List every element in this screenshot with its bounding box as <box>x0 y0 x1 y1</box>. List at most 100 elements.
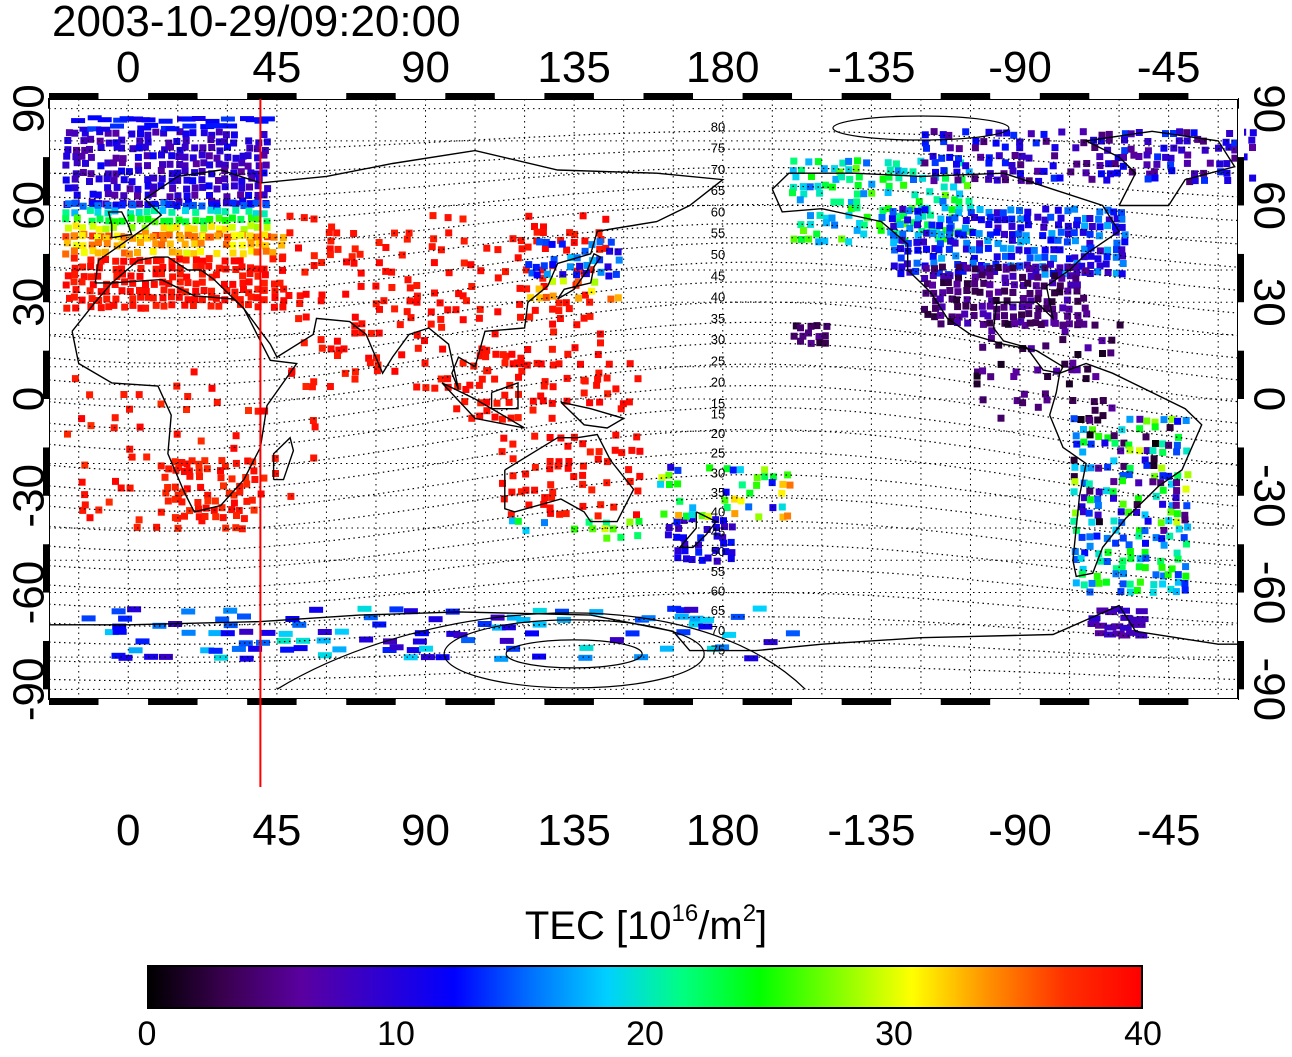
tec-cell <box>111 414 119 422</box>
tec-cell <box>351 313 359 321</box>
coastline <box>49 604 1238 652</box>
tec-cell <box>1151 473 1158 481</box>
tec-cell <box>986 302 994 310</box>
tec-cell <box>1119 500 1127 508</box>
contour-label: 65 <box>711 183 725 198</box>
tec-cell <box>965 168 973 176</box>
tec-cell <box>194 499 202 506</box>
tec-cell <box>483 398 491 406</box>
tec-cell <box>80 137 88 145</box>
tec-cell <box>118 167 126 175</box>
tec-cell <box>1135 153 1143 160</box>
tec-cell <box>71 271 79 278</box>
tec-cell <box>208 143 216 151</box>
tec-cell <box>1157 479 1165 487</box>
tec-cell <box>596 256 604 264</box>
tec-cell <box>507 414 515 422</box>
tec-cell <box>228 475 236 483</box>
tec-cell <box>191 184 199 192</box>
south-pole-contour <box>276 612 806 690</box>
tec-cell <box>1176 128 1184 136</box>
tec-cell <box>1034 167 1042 175</box>
tec-cell <box>602 244 610 252</box>
tec-cell <box>462 386 470 393</box>
tec-cell <box>134 192 141 200</box>
tec-cell <box>790 235 798 243</box>
tec-cell <box>634 487 642 495</box>
tec-cell <box>964 319 972 327</box>
contour-label: 25 <box>711 353 725 368</box>
tec-cell <box>421 337 428 345</box>
tec-cell <box>444 214 452 222</box>
tec-cell <box>135 166 143 174</box>
tec-cell <box>889 208 897 215</box>
tec-cell <box>1105 136 1113 144</box>
lat-tick-right: 30 <box>1244 278 1292 327</box>
tec-cell <box>222 131 230 139</box>
tec-cell <box>137 293 145 301</box>
tec-cell <box>1095 488 1103 496</box>
tec-cell <box>1222 138 1230 146</box>
tec-cell <box>727 538 735 546</box>
tec-cell <box>278 241 286 249</box>
tec-cell <box>1136 415 1144 423</box>
tec-cell <box>326 245 334 253</box>
tec-cell <box>1118 223 1126 231</box>
tec-cell <box>962 302 970 310</box>
tec-cell <box>1025 302 1033 310</box>
tec-cell <box>1086 588 1094 596</box>
tec-cell <box>885 182 893 190</box>
tec-cell <box>563 397 571 405</box>
tec-cell <box>269 255 277 263</box>
tec-cell <box>280 297 288 305</box>
tec-cell <box>104 170 112 178</box>
tec-cell <box>985 209 993 216</box>
tec-cell <box>164 484 172 491</box>
tec-cell <box>746 489 754 497</box>
frame-bar-segment <box>43 205 49 254</box>
mlat-contour <box>48 204 1239 249</box>
contour-label: 45 <box>711 268 725 283</box>
tec-cell <box>238 525 246 533</box>
tec-cell <box>235 507 243 514</box>
mlat-contour <box>48 148 1239 176</box>
tec-cell <box>192 263 200 271</box>
lon-tick-bottom: 180 <box>686 806 759 855</box>
tec-cell <box>260 296 268 304</box>
tec-cell <box>529 406 537 414</box>
tec-cell <box>1094 255 1102 263</box>
tec-cell <box>232 432 240 440</box>
tec-cell <box>1087 440 1095 448</box>
tec-cell <box>159 278 167 286</box>
tec-cell <box>158 151 165 159</box>
tec-cell <box>605 360 613 368</box>
tec-cell <box>1077 555 1085 562</box>
tec-cell <box>176 278 184 286</box>
tec-cell <box>230 491 238 499</box>
tec-cell <box>348 253 356 261</box>
tec-cell <box>1064 312 1072 320</box>
contour-label: 70 <box>711 162 725 177</box>
tec-cell <box>606 247 614 255</box>
tec-cell <box>482 353 490 361</box>
tec-cell <box>604 390 612 398</box>
tec-cell <box>1165 441 1173 449</box>
tec-cell <box>1125 441 1133 449</box>
tec-cell <box>197 437 205 445</box>
tec-cell <box>375 239 383 246</box>
tec-cell <box>1032 263 1040 271</box>
tec-cell <box>102 256 109 263</box>
tec-cell <box>1174 571 1182 579</box>
tec-cell <box>737 497 745 505</box>
tec-cell <box>343 258 350 266</box>
tec-cell <box>522 486 530 494</box>
tec-cell <box>604 263 612 271</box>
tec-cell <box>254 191 262 199</box>
tec-cell <box>698 623 713 630</box>
tec-cell <box>236 257 244 265</box>
tec-cell <box>1088 518 1096 526</box>
tec-cell <box>165 231 173 239</box>
tec-cell <box>595 369 603 377</box>
tec-cell <box>808 173 815 180</box>
tec-cell <box>224 143 231 151</box>
